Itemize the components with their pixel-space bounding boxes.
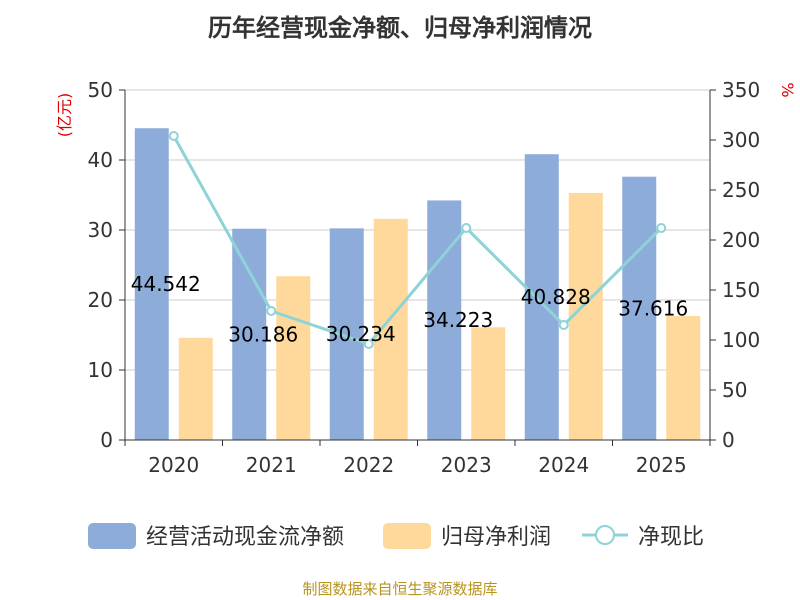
left-axis-tick-label: 50	[88, 78, 113, 102]
legend-label: 经营活动现金流净额	[146, 525, 344, 550]
axes: 0 10 20 30 40 50 0 50 100 150 200 250 300 350 (亿元)% 202…	[55, 78, 797, 477]
operating-cash-bar	[232, 228, 267, 440]
ratio-line-path	[172, 135, 663, 346]
right-axis-tick-label: 50	[722, 378, 747, 402]
right-axis-unit: %	[778, 82, 797, 97]
left-axis-tick-label: 0	[100, 428, 113, 452]
x-axis-tick-label: 2020	[148, 453, 199, 477]
left-axis-tick-label: 10	[88, 358, 113, 382]
left-axis-tick-label: 30	[88, 218, 113, 242]
ratio-point	[363, 339, 374, 349]
left-axis-tick-label: 40	[88, 148, 113, 172]
operating-cash-bar	[524, 154, 559, 441]
right-axis-tick-label: 350	[722, 78, 760, 102]
data-label: 40.828	[521, 285, 591, 309]
legend-marker	[595, 525, 615, 545]
operating-cash-bar	[622, 176, 657, 441]
net-profit-bar	[178, 337, 213, 440]
data-label: 44.542	[131, 272, 201, 296]
bars	[134, 128, 701, 441]
ratio-point	[656, 223, 667, 233]
net-profit-bar	[471, 327, 506, 440]
legend-label: 归母净利润	[441, 525, 551, 550]
legend-swatch	[88, 523, 136, 549]
data-labels: 44.542 30.186 30.234 34.223 40.828 37.616	[131, 272, 688, 346]
right-axis-tick-label: 300	[722, 128, 760, 152]
right-axis-tick-label: 0	[722, 428, 735, 452]
source-note: 制图数据来自恒生聚源数据库	[302, 580, 498, 598]
net-profit-bar	[276, 276, 311, 440]
ratio-point	[461, 223, 472, 233]
data-label: 34.223	[423, 308, 493, 332]
x-axis-tick-label: 2024	[538, 453, 589, 477]
ratio-point	[558, 320, 569, 330]
data-label: 30.234	[326, 322, 396, 346]
legend-label: 净现比	[638, 525, 704, 550]
data-label: 30.186	[228, 322, 298, 346]
chart-title: 历年经营现金净额、归母净利润情况	[208, 14, 592, 42]
left-axis-unit: (亿元)	[55, 93, 74, 138]
left-axis-tick-label: 20	[88, 288, 113, 312]
ratio-point	[266, 306, 277, 316]
data-label: 37.616	[618, 296, 688, 320]
net-profit-bar	[666, 316, 701, 440]
ratio-line	[168, 131, 667, 349]
x-axis-tick-label: 2025	[636, 453, 687, 477]
x-axis-tick-label: 2021	[246, 453, 297, 477]
x-axis-tick-label: 2023	[441, 453, 492, 477]
x-axis-tick-label: 2022	[343, 453, 394, 477]
legend-swatch	[383, 523, 431, 549]
right-axis-tick-label: 200	[722, 228, 760, 252]
right-axis-tick-label: 100	[722, 328, 760, 352]
operating-cash-bar	[134, 128, 169, 440]
ratio-point	[168, 131, 179, 141]
right-axis-tick-label: 150	[722, 278, 760, 302]
right-axis-tick-label: 250	[722, 178, 760, 202]
legend: 经营活动现金流净额 归母净利润 净现比	[88, 523, 704, 550]
